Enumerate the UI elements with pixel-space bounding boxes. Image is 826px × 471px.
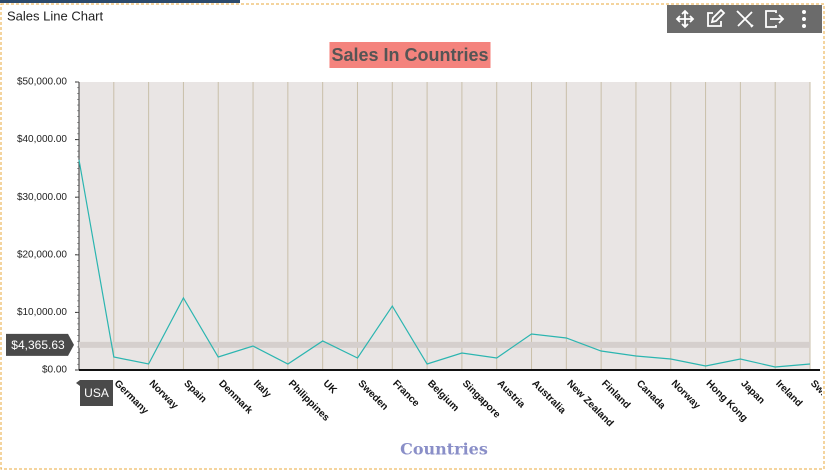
plot-area xyxy=(79,82,810,370)
toolbar xyxy=(667,5,822,33)
edit-icon[interactable] xyxy=(707,8,726,27)
export-icon[interactable] xyxy=(765,10,785,28)
x-axis-title: Countries xyxy=(400,440,488,459)
move-icon[interactable] xyxy=(675,9,695,29)
hover-label-box xyxy=(76,380,113,406)
tools-icon[interactable] xyxy=(736,10,754,28)
title-background xyxy=(329,42,491,68)
more-icon[interactable] xyxy=(802,10,806,28)
data-line xyxy=(78,159,811,368)
chart-title: Sales In Countries xyxy=(331,45,488,65)
top-bar xyxy=(0,0,240,3)
average-line xyxy=(79,341,810,348)
average-label: $4,365.63 xyxy=(11,338,65,352)
widget-title: Sales Line Chart xyxy=(7,8,103,23)
y-tick-label: $20,000.00 xyxy=(17,249,67,260)
y-tick-label: $40,000.00 xyxy=(17,134,67,145)
y-tick-label: $0.00 xyxy=(42,365,67,376)
average-label-box xyxy=(6,333,74,356)
hover-label: USA xyxy=(84,386,109,400)
y-tick-label: $10,000.00 xyxy=(17,307,67,318)
y-tick-label: $50,000.00 xyxy=(17,77,67,88)
y-tick-label: $30,000.00 xyxy=(17,192,67,203)
